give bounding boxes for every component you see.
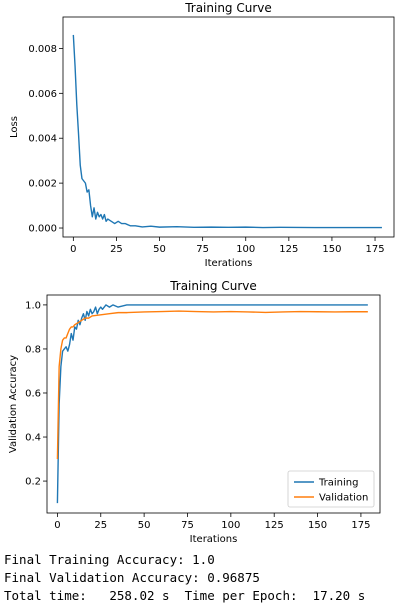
legend-label-validation: Validation: [319, 493, 368, 504]
y-tick-label: 1.0: [25, 300, 41, 311]
x-tick-label: 25: [110, 244, 123, 255]
x-tick-label: 175: [351, 520, 370, 531]
y-axis-label: Loss: [9, 116, 20, 138]
x-tick-label: 75: [181, 520, 194, 531]
x-tick-label: 75: [196, 244, 209, 255]
y-tick-label: 0.004: [28, 134, 57, 145]
plot-frame: [63, 17, 394, 237]
x-tick-label: 50: [138, 520, 151, 531]
output-validation-accuracy: Final Validation Accuracy: 0.96875: [4, 568, 260, 588]
x-tick-label: 100: [236, 244, 255, 255]
chart-title: Training Curve: [184, 1, 272, 15]
y-tick-label: 0.6: [25, 388, 41, 399]
y-tick-label: 0.4: [25, 433, 41, 444]
series-line-validation: [57, 311, 367, 459]
charts-canvas: Training Curve 0 25 50 75 100 125 150 175 0.000 0.…: [0, 0, 406, 550]
y-tick-label: 0.000: [28, 224, 57, 235]
y-tick-label: 0.8: [25, 344, 41, 355]
output-timing: Total time: 258.02 s Time per Epoch: 17.…: [4, 586, 365, 606]
x-tick-label: 50: [153, 244, 166, 255]
legend: Training Validation: [288, 471, 374, 507]
y-tick-label: 0.2: [25, 477, 41, 488]
x-tick-label: 175: [365, 244, 384, 255]
x-tick-label: 100: [221, 520, 240, 531]
x-tick-label: 0: [54, 520, 60, 531]
chart-1: Training Curve 0 25 50 75 100 125 150 175 0.000 0.…: [9, 1, 394, 269]
x-tick-label: 150: [308, 520, 327, 531]
y-tick-label: 0.008: [28, 44, 57, 55]
x-axis-label: Iterations: [190, 534, 238, 545]
chart-title: Training Curve: [169, 279, 257, 293]
y-tick-label: 0.002: [28, 179, 57, 190]
chart-2: Training Curve 0 25 50 75 100 125 150 175 0.2 0.4 0…: [8, 279, 380, 545]
x-tick-label: 0: [70, 244, 76, 255]
x-tick-label: 25: [94, 520, 107, 531]
y-axis-label: Validation Accuracy: [8, 355, 19, 453]
legend-label-training: Training: [318, 478, 358, 489]
x-axis-label: Iterations: [205, 258, 253, 269]
y-tick-label: 0.006: [28, 89, 57, 100]
output-training-accuracy: Final Training Accuracy: 1.0: [4, 550, 215, 570]
x-tick-label: 150: [322, 244, 341, 255]
series-line-loss: [73, 35, 382, 228]
x-tick-label: 125: [279, 244, 298, 255]
x-tick-label: 125: [265, 520, 284, 531]
